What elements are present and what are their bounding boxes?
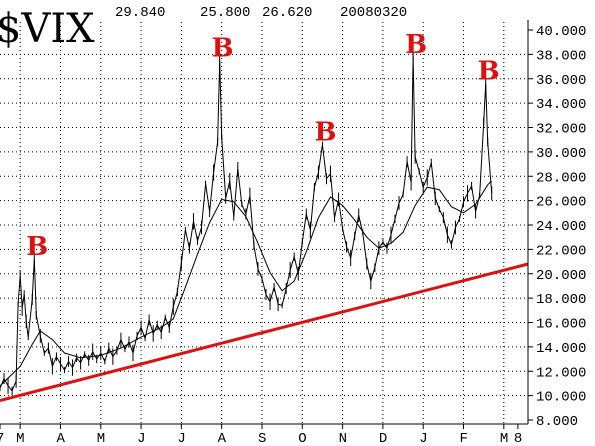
buy-signal-marker: B <box>314 118 336 148</box>
x-tick-label: 7 <box>0 431 4 446</box>
buy-signal-marker: B <box>405 30 427 60</box>
header-value-3: 26.620 <box>262 5 312 21</box>
x-tick-label: M <box>16 431 24 446</box>
trendline <box>0 262 529 402</box>
y-tick-label: 8.000 <box>536 414 578 430</box>
y-tick-label: 30.000 <box>536 146 586 162</box>
header-value-1: 29.840 <box>115 5 165 21</box>
y-tick-label: 12.000 <box>536 365 586 381</box>
x-tick-label: M <box>500 431 508 446</box>
y-tick-label: 14.000 <box>536 341 586 357</box>
x-tick-label: S <box>258 431 266 446</box>
x-tick-label: N <box>339 431 347 446</box>
grid-layer <box>0 22 528 424</box>
y-tick-label: 32.000 <box>536 122 586 138</box>
y-tick-label: 20.000 <box>536 268 586 284</box>
x-tick-label: D <box>379 431 387 446</box>
x-tick-label: A <box>218 431 227 446</box>
y-axis: 40.000 38.000 36.000 34.000 32.000 30.000 28.0… <box>528 24 586 430</box>
y-tick-label: 10.000 <box>536 390 586 406</box>
x-tick-label: M <box>97 431 105 446</box>
y-tick-label: 24.000 <box>536 219 586 235</box>
x-tick-label: J <box>177 431 185 446</box>
y-tick-label: 38.000 <box>536 48 586 64</box>
chart-title: $VIX <box>0 6 95 52</box>
x-tick-label: A <box>56 431 65 446</box>
x-tick-label: J <box>137 431 145 446</box>
price-line <box>0 56 493 392</box>
y-tick-label: 26.000 <box>536 195 586 211</box>
header-date: 20080320 <box>340 5 407 21</box>
x-tick-label: O <box>298 431 306 446</box>
buy-signal-layer: B B B B B <box>26 30 499 262</box>
buy-signal-marker: B <box>212 33 234 63</box>
y-tick-label: 36.000 <box>536 73 586 89</box>
header-value-2: 25.800 <box>200 5 250 21</box>
x-tick-label: 8 <box>514 431 522 446</box>
buy-signal-marker: B <box>478 57 500 87</box>
y-tick-label: 18.000 <box>536 292 586 308</box>
y-tick-label: 16.000 <box>536 317 586 333</box>
y-tick-label: 28.000 <box>536 170 586 186</box>
trend-layer <box>0 262 529 402</box>
price-layer <box>0 52 493 395</box>
x-tick-label: F <box>460 431 468 446</box>
y-tick-label: 34.000 <box>536 97 586 113</box>
buy-signal-marker: B <box>26 232 48 262</box>
y-tick-label: 22.000 <box>536 243 586 259</box>
y-tick-label: 40.000 <box>536 24 586 40</box>
x-tick-label: J <box>419 431 427 446</box>
moving-average-line <box>0 180 493 387</box>
moving-average-layer <box>0 180 493 387</box>
